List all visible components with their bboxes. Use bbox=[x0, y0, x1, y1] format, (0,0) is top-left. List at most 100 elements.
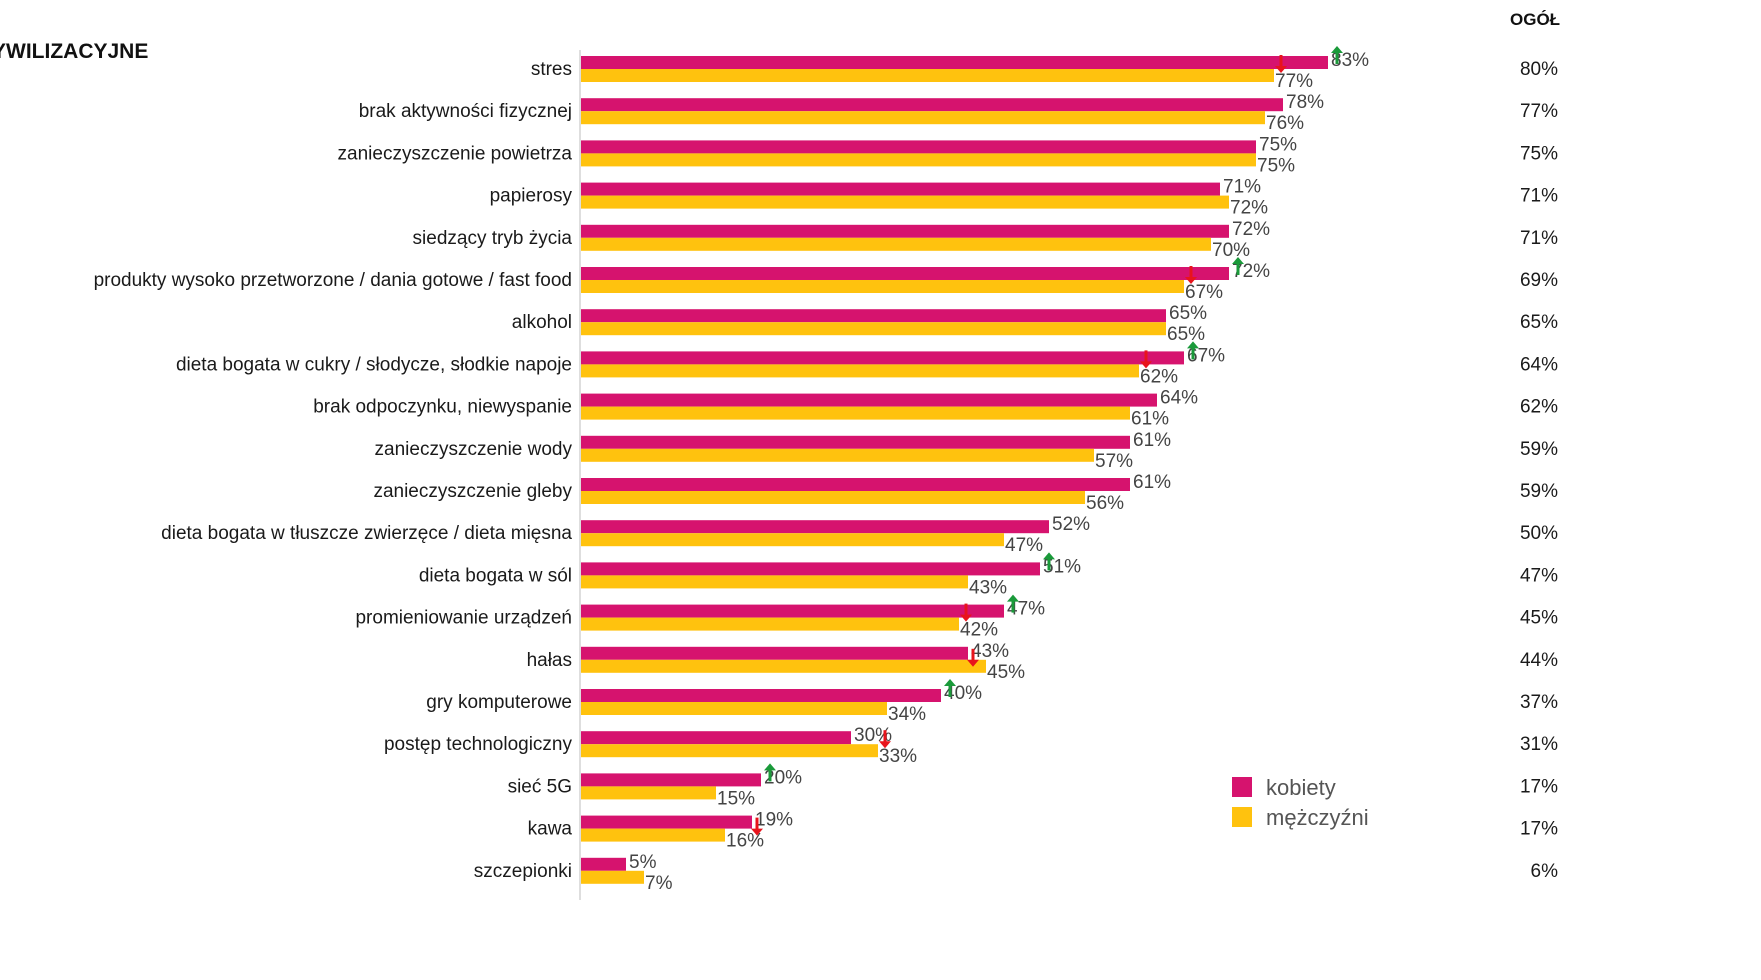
category-label: zanieczyszczenie wody bbox=[375, 439, 573, 460]
arrow-head bbox=[879, 741, 891, 749]
change-arrow-up-icon bbox=[764, 763, 776, 782]
total-value: 47% bbox=[1520, 565, 1558, 586]
category-label: siedzący tryb życia bbox=[413, 228, 573, 249]
bar-mezczyzni bbox=[581, 322, 1166, 336]
total-value: 45% bbox=[1520, 608, 1558, 629]
bar-kobiety bbox=[581, 857, 626, 871]
change-arrow-down-icon bbox=[1275, 55, 1287, 73]
bar-mezczyzni bbox=[581, 786, 716, 800]
total-value: 77% bbox=[1520, 101, 1558, 122]
category-label: dieta bogata w tłuszcze zwierzęce / diet… bbox=[161, 523, 572, 544]
arrow-head bbox=[960, 614, 972, 622]
bar-mezczyzni bbox=[581, 744, 878, 758]
data-label-kobiety: 71% bbox=[1223, 177, 1261, 198]
change-arrow-down-icon bbox=[751, 817, 763, 836]
data-label-mezczyzni: 75% bbox=[1257, 155, 1295, 176]
bar-kobiety bbox=[581, 56, 1328, 69]
bar-kobiety bbox=[581, 773, 761, 787]
category-label: postęp technologiczny bbox=[384, 734, 573, 755]
bar-mezczyzni bbox=[581, 575, 968, 589]
category-label: szczepionki bbox=[474, 861, 572, 882]
data-label-kobiety: 30% bbox=[854, 725, 892, 746]
bar-kobiety bbox=[581, 604, 1004, 618]
bar-mezczyzni bbox=[581, 406, 1130, 420]
data-label-mezczyzni: 62% bbox=[1140, 366, 1178, 387]
total-value: 71% bbox=[1520, 186, 1558, 207]
data-label-mezczyzni: 45% bbox=[987, 662, 1025, 683]
data-label-mezczyzni: 7% bbox=[645, 873, 673, 894]
bar-mezczyzni bbox=[581, 533, 1004, 547]
data-label-kobiety: 64% bbox=[1160, 388, 1198, 409]
category-label: stres bbox=[531, 59, 572, 80]
change-arrow-up-icon bbox=[1187, 341, 1199, 360]
category-label: sieć 5G bbox=[508, 776, 572, 797]
data-label-kobiety: 43% bbox=[971, 641, 1009, 662]
data-label-kobiety: 47% bbox=[1007, 599, 1045, 620]
category-label: kawa bbox=[528, 819, 573, 840]
category-label: hałas bbox=[527, 650, 572, 671]
data-label-mezczyzni: 15% bbox=[717, 788, 755, 809]
data-label-mezczyzni: 33% bbox=[879, 746, 917, 767]
change-arrow-down-icon bbox=[1185, 266, 1197, 284]
data-label-kobiety: 20% bbox=[764, 767, 802, 788]
change-arrow-up-icon bbox=[944, 679, 956, 697]
bar-kobiety bbox=[581, 224, 1229, 238]
category-label: produkty wysoko przetworzone / dania got… bbox=[94, 270, 572, 291]
bar-mezczyzni bbox=[581, 237, 1211, 251]
data-label-mezczyzni: 56% bbox=[1086, 493, 1124, 514]
bar-kobiety bbox=[581, 646, 968, 660]
data-label-kobiety: 83% bbox=[1331, 50, 1369, 71]
bar-mezczyzni bbox=[581, 659, 986, 673]
total-value: 62% bbox=[1520, 397, 1558, 418]
bar-kobiety bbox=[581, 98, 1283, 112]
bar-mezczyzni bbox=[581, 364, 1139, 378]
change-arrow-up-icon bbox=[1331, 46, 1343, 64]
data-label-mezczyzni: 76% bbox=[1266, 113, 1304, 134]
arrow-head bbox=[967, 659, 979, 667]
total-value: 44% bbox=[1520, 650, 1558, 671]
total-value: 69% bbox=[1520, 270, 1558, 291]
total-value: 71% bbox=[1520, 228, 1558, 249]
data-label-mezczyzni: 43% bbox=[969, 577, 1007, 598]
arrow-head bbox=[1275, 66, 1287, 73]
arrow-head bbox=[1185, 277, 1197, 284]
data-label-kobiety: 52% bbox=[1052, 514, 1090, 535]
data-label-mezczyzni: 47% bbox=[1005, 535, 1043, 556]
legend-label-kobiety: kobiety bbox=[1266, 775, 1336, 800]
bar-mezczyzni bbox=[581, 280, 1184, 293]
bar-mezczyzni bbox=[581, 448, 1094, 462]
arrow-head bbox=[1007, 594, 1019, 602]
arrow-head bbox=[1043, 552, 1055, 560]
section-title: YWILIZACYJNE bbox=[0, 40, 149, 63]
bar-mezczyzni bbox=[581, 617, 959, 631]
total-column-header: OGÓŁ bbox=[1510, 10, 1561, 29]
data-label-kobiety: 67% bbox=[1187, 345, 1225, 366]
arrow-head bbox=[1232, 257, 1244, 264]
bar-kobiety bbox=[581, 478, 1130, 491]
category-label: dieta bogata w cukry / słodycze, słodkie… bbox=[176, 354, 572, 375]
category-label: zanieczyszczenie gleby bbox=[373, 481, 572, 502]
total-value: 59% bbox=[1520, 481, 1558, 502]
bar-kobiety bbox=[581, 267, 1229, 280]
total-value: 50% bbox=[1520, 523, 1558, 544]
data-label-mezczyzni: 57% bbox=[1095, 451, 1133, 472]
bar-kobiety bbox=[581, 815, 752, 829]
bar-kobiety bbox=[581, 351, 1184, 365]
category-label: dieta bogata w sól bbox=[419, 565, 572, 586]
bar-mezczyzni bbox=[581, 195, 1229, 209]
bar-mezczyzni bbox=[581, 111, 1265, 125]
bar-kobiety bbox=[581, 689, 941, 702]
change-arrow-down-icon bbox=[967, 648, 979, 667]
legend-label-mezczyzni: mężczyźni bbox=[1266, 805, 1369, 830]
data-label-mezczyzni: 42% bbox=[960, 620, 998, 641]
data-label-kobiety: 40% bbox=[944, 683, 982, 704]
data-label-mezczyzni: 77% bbox=[1275, 71, 1313, 92]
category-label: zanieczyszczenie powietrza bbox=[338, 143, 573, 164]
data-label-kobiety: 5% bbox=[629, 852, 657, 873]
category-label: gry komputerowe bbox=[426, 692, 572, 713]
data-label-mezczyzni: 65% bbox=[1167, 324, 1205, 345]
category-label: promieniowanie urządzeń bbox=[355, 608, 572, 629]
bar-kobiety bbox=[581, 520, 1049, 534]
